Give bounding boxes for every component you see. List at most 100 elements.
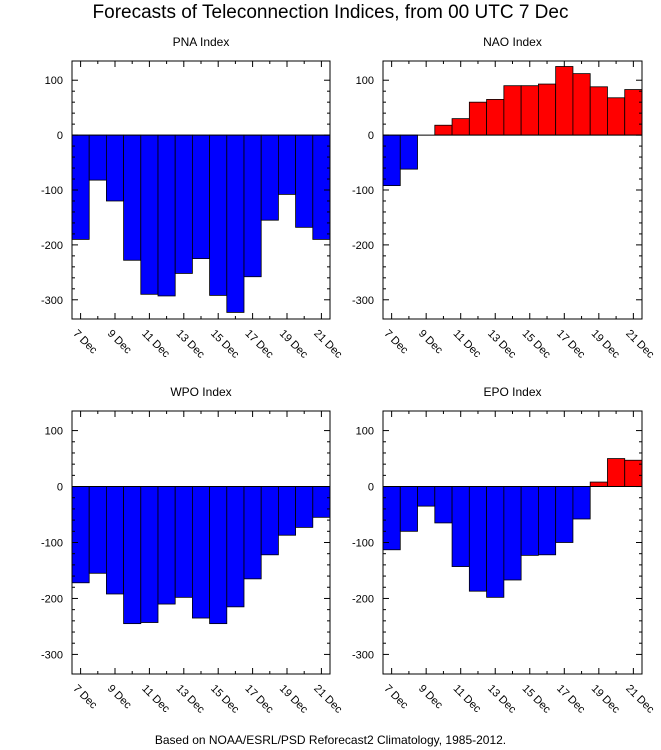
wpo-index-y-tick-label: -200: [41, 593, 63, 605]
pna-index-y-tick-label: -200: [41, 240, 63, 252]
pna-index-x-tick-label: 13 Dec: [174, 328, 207, 361]
nao-index-bar: [486, 99, 505, 136]
pna-index-bar: [157, 134, 176, 297]
epo-index-x-tick-label: 11 Dec: [451, 683, 484, 716]
nao-index-y-tick-label: -300: [352, 295, 374, 307]
pna-index-bar: [226, 134, 245, 313]
wpo-index-x-tick-label: 17 Dec: [242, 683, 275, 716]
epo-index-x-tick-label: 21 Dec: [623, 683, 656, 716]
epo-index-x-tick-label: 7 Dec: [382, 683, 411, 712]
wpo-index-y-tick-label: -100: [41, 538, 63, 550]
pna-index-bar: [295, 134, 314, 228]
wpo-index-y-tick-label: 100: [45, 426, 63, 438]
epo-index-bar: [520, 486, 539, 556]
nao-index-bar: [434, 124, 453, 136]
wpo-index-bar: [191, 486, 210, 619]
wpo-index-bar: [312, 486, 331, 518]
epo-index-bar: [434, 486, 453, 524]
pna-index-bar: [106, 134, 125, 202]
nao-index-bar: [503, 85, 522, 136]
pna-index-x-tick-label: 7 Dec: [70, 328, 99, 357]
pna-index-x-tick-label: 19 Dec: [277, 328, 310, 361]
nao-index-bar: [538, 83, 557, 136]
nao-index-x-tick-label: 17 Dec: [554, 328, 587, 361]
nao-index-bar: [572, 73, 591, 136]
nao-index-x-tick-label: 9 Dec: [416, 328, 445, 357]
epo-index-title: EPO Index: [483, 385, 541, 399]
wpo-index-x-tick-label: 19 Dec: [277, 683, 310, 716]
nao-index-bar: [607, 97, 626, 136]
nao-index-bar: [382, 134, 401, 187]
wpo-index-bar: [243, 486, 262, 580]
wpo-index-bar: [277, 486, 296, 536]
wpo-index-title: WPO Index: [170, 385, 231, 399]
nao-index-y-tick-label: 0: [368, 130, 374, 142]
wpo-index-x-tick-label: 11 Dec: [139, 683, 172, 716]
epo-index-y-tick-label: -300: [352, 649, 374, 661]
wpo-index-bar: [88, 486, 107, 574]
nao-index-x-tick-label: 7 Dec: [382, 328, 411, 357]
epo-index-bar: [399, 486, 418, 532]
epo-index-bar: [486, 486, 505, 598]
pna-index-bar: [209, 134, 228, 296]
pna-index-bar: [277, 134, 296, 195]
wpo-index-x-tick-label: 9 Dec: [105, 683, 134, 712]
wpo-index-bar: [260, 486, 279, 556]
wpo-index-x-tick-label: 7 Dec: [70, 683, 99, 712]
nao-index-bar: [589, 86, 608, 136]
pna-index-bar: [88, 134, 107, 181]
nao-index-bar: [555, 66, 574, 136]
pna-index-bar: [312, 134, 331, 240]
nao-index-bar: [399, 134, 418, 170]
epo-index-bar: [417, 486, 436, 507]
epo-index-y-tick-label: -200: [352, 593, 374, 605]
pna-index-x-tick-label: 9 Dec: [105, 328, 134, 357]
nao-index-y-tick-label: -100: [352, 185, 374, 197]
wpo-index-x-tick-label: 13 Dec: [174, 683, 207, 716]
nao-index-title: NAO Index: [483, 35, 542, 49]
pna-index-bar: [243, 134, 262, 278]
epo-index-x-tick-label: 9 Dec: [416, 683, 445, 712]
nao-index-x-tick-label: 13 Dec: [485, 328, 518, 361]
nao-index-bar: [520, 85, 539, 136]
pna-index-x-tick-label: 11 Dec: [139, 328, 172, 361]
epo-index-panel: EPO Index 100 0 -100 -200 -300 7 Dec 9 Dec 11 De…: [352, 385, 657, 716]
pna-index-bar: [174, 134, 193, 274]
nao-index-y-tick-label: -200: [352, 240, 374, 252]
pna-index-bar: [123, 134, 142, 261]
epo-index-y-tick-label: -100: [352, 538, 374, 550]
wpo-index-bar: [140, 486, 159, 623]
pna-index-y-tick-label: 100: [45, 75, 63, 87]
epo-index-x-tick-label: 13 Dec: [485, 683, 518, 716]
epo-index-x-tick-label: 19 Dec: [589, 683, 622, 716]
wpo-index-bar: [71, 486, 90, 584]
wpo-index-bar: [295, 486, 314, 528]
nao-index-x-tick-label: 15 Dec: [520, 328, 553, 361]
epo-index-bar: [607, 458, 626, 487]
nao-index-bar: [624, 89, 643, 136]
epo-index-bar: [589, 481, 608, 487]
pna-index-bar: [71, 134, 90, 240]
pna-index-x-tick-label: 21 Dec: [311, 328, 344, 361]
epo-index-bar: [503, 486, 522, 581]
pna-index-bar: [140, 134, 159, 295]
pna-index-y-tick-label: -100: [41, 185, 63, 197]
wpo-index-panel: WPO Index 100 0 -100 -200 -300 7 Dec 9 Dec 11 De…: [41, 385, 345, 716]
pna-index-panel: PNA Index 100 0 -100 -200 -300 7 Dec 9 Dec 11 De…: [41, 35, 345, 361]
wpo-index-bar: [174, 486, 193, 598]
wpo-index-y-tick-label: 0: [57, 482, 63, 494]
pna-index-y-tick-label: -300: [41, 295, 63, 307]
epo-index-x-tick-label: 17 Dec: [554, 683, 587, 716]
wpo-index-bar: [226, 486, 245, 608]
nao-index-bar: [451, 118, 470, 136]
nao-index-y-tick-label: 100: [356, 75, 374, 87]
nao-index-x-tick-label: 11 Dec: [451, 328, 484, 361]
footer-note: Based on NOAA/ESRL/PSD Reforecast2 Clima…: [154, 733, 507, 747]
pna-index-x-tick-label: 17 Dec: [242, 328, 275, 361]
epo-index-bar: [382, 486, 401, 551]
epo-index-bar: [468, 486, 488, 592]
pna-index-y-tick-label: 0: [57, 130, 63, 142]
wpo-index-x-tick-label: 15 Dec: [208, 683, 241, 716]
pna-index-bar: [260, 134, 279, 221]
